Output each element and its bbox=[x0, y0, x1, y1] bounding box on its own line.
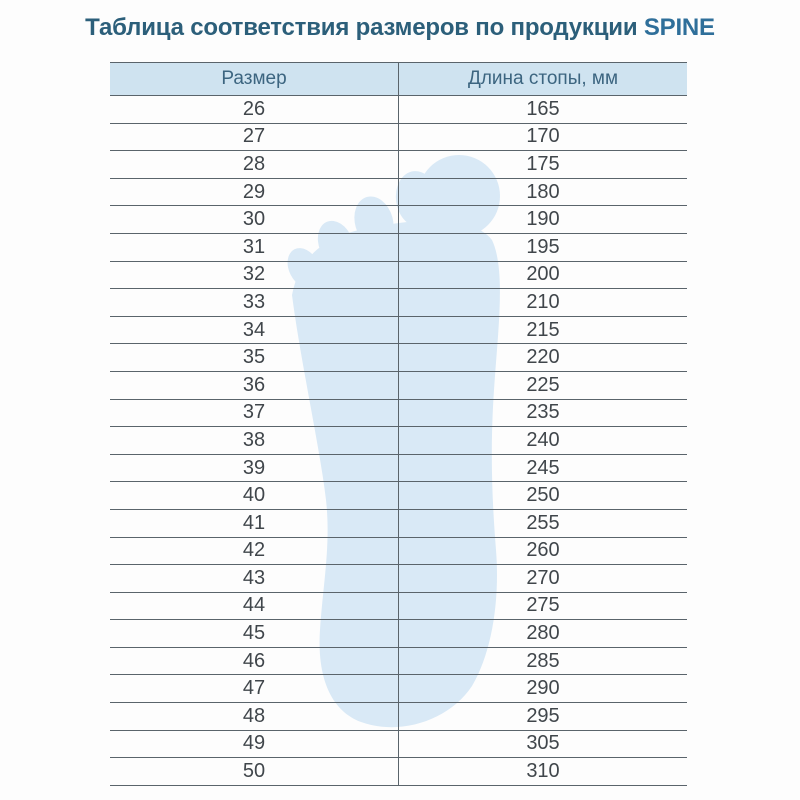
table-cell: 280 bbox=[398, 619, 687, 648]
size-table: Размер Длина стопы, мм 26 165 27 170 28 175 29… bbox=[110, 62, 687, 786]
table-cell: 38 bbox=[110, 426, 399, 455]
page-title: Таблица соответствия размеров по продукц… bbox=[0, 14, 800, 42]
table-cell: 165 bbox=[398, 95, 687, 124]
table-row: 30 190 bbox=[110, 205, 687, 234]
table-row: 34 215 bbox=[110, 316, 687, 345]
table-row: 48 295 bbox=[110, 702, 687, 731]
table-cell: 275 bbox=[398, 592, 687, 621]
table-row: 42 260 bbox=[110, 537, 687, 566]
table-cell: 28 bbox=[110, 150, 399, 179]
table-cell: 47 bbox=[110, 674, 399, 704]
table-cell: 180 bbox=[398, 178, 687, 207]
table-row: 49 305 bbox=[110, 730, 687, 759]
table-cell: 27 bbox=[110, 123, 399, 152]
table-row: 31 195 bbox=[110, 233, 687, 262]
table-cell: 225 bbox=[398, 371, 687, 400]
column-header-foot-length: Длина стопы, мм bbox=[398, 62, 687, 96]
table-row: 32 200 bbox=[110, 261, 687, 290]
table-cell: 34 bbox=[110, 316, 399, 345]
table-cell: 46 bbox=[110, 647, 399, 676]
table-cell: 26 bbox=[110, 95, 399, 124]
table-cell: 310 bbox=[398, 757, 687, 786]
table-row: 35 220 bbox=[110, 343, 687, 372]
size-table-body: 26 165 27 170 28 175 29 180 30 190 31 195 32 200 33 210… bbox=[110, 95, 687, 786]
column-header-size: Размер bbox=[110, 62, 399, 96]
table-row: 39 245 bbox=[110, 454, 687, 483]
table-cell: 43 bbox=[110, 564, 399, 593]
table-cell: 290 bbox=[398, 674, 687, 704]
table-row: 36 225 bbox=[110, 371, 687, 400]
table-row: 50 310 bbox=[110, 757, 687, 786]
table-cell: 48 bbox=[110, 702, 399, 731]
table-cell: 195 bbox=[398, 233, 687, 262]
table-cell: 31 bbox=[110, 233, 399, 262]
table-row: 33 210 bbox=[110, 288, 687, 317]
table-cell: 170 bbox=[398, 123, 687, 152]
table-cell: 305 bbox=[398, 730, 687, 759]
table-cell: 45 bbox=[110, 619, 399, 648]
table-row: 29 180 bbox=[110, 178, 687, 207]
table-cell: 42 bbox=[110, 537, 399, 566]
table-cell: 32 bbox=[110, 261, 399, 290]
table-cell: 37 bbox=[110, 399, 399, 428]
table-row: 47 290 bbox=[110, 674, 687, 704]
table-cell: 255 bbox=[398, 509, 687, 538]
table-cell: 220 bbox=[398, 343, 687, 372]
table-cell: 215 bbox=[398, 316, 687, 345]
table-row: 38 240 bbox=[110, 426, 687, 455]
table-row: 40 250 bbox=[110, 481, 687, 510]
table-cell: 30 bbox=[110, 205, 399, 234]
table-cell: 35 bbox=[110, 343, 399, 372]
header-row: Размер Длина стопы, мм bbox=[110, 62, 687, 96]
size-table-head: Размер Длина стопы, мм bbox=[110, 62, 687, 96]
size-table-container: Размер Длина стопы, мм 26 165 27 170 28 175 29… bbox=[110, 62, 687, 786]
table-row: 37 235 bbox=[110, 399, 687, 428]
table-row: 46 285 bbox=[110, 647, 687, 676]
table-cell: 285 bbox=[398, 647, 687, 676]
table-row: 26 165 bbox=[110, 95, 687, 124]
table-cell: 40 bbox=[110, 481, 399, 510]
table-cell: 260 bbox=[398, 537, 687, 566]
brand-name: SPINE bbox=[643, 14, 715, 41]
table-row: 27 170 bbox=[110, 123, 687, 152]
table-cell: 41 bbox=[110, 509, 399, 538]
table-cell: 250 bbox=[398, 481, 687, 510]
page-title-text: Таблица соответствия размеров по продукц… bbox=[85, 14, 638, 41]
table-cell: 190 bbox=[398, 205, 687, 234]
table-row: 41 255 bbox=[110, 509, 687, 538]
table-cell: 270 bbox=[398, 564, 687, 593]
table-cell: 36 bbox=[110, 371, 399, 400]
table-row: 28 175 bbox=[110, 150, 687, 179]
table-cell: 44 bbox=[110, 592, 399, 621]
table-cell: 210 bbox=[398, 288, 687, 317]
table-cell: 50 bbox=[110, 757, 399, 786]
table-cell: 49 bbox=[110, 730, 399, 759]
table-row: 45 280 bbox=[110, 619, 687, 648]
table-cell: 39 bbox=[110, 454, 399, 483]
table-row: 43 270 bbox=[110, 564, 687, 593]
table-cell: 235 bbox=[398, 399, 687, 428]
table-cell: 295 bbox=[398, 702, 687, 731]
table-cell: 245 bbox=[398, 454, 687, 483]
table-row: 44 275 bbox=[110, 592, 687, 621]
table-cell: 240 bbox=[398, 426, 687, 455]
table-cell: 200 bbox=[398, 261, 687, 290]
table-cell: 33 bbox=[110, 288, 399, 317]
table-cell: 29 bbox=[110, 178, 399, 207]
table-cell: 175 bbox=[398, 150, 687, 179]
